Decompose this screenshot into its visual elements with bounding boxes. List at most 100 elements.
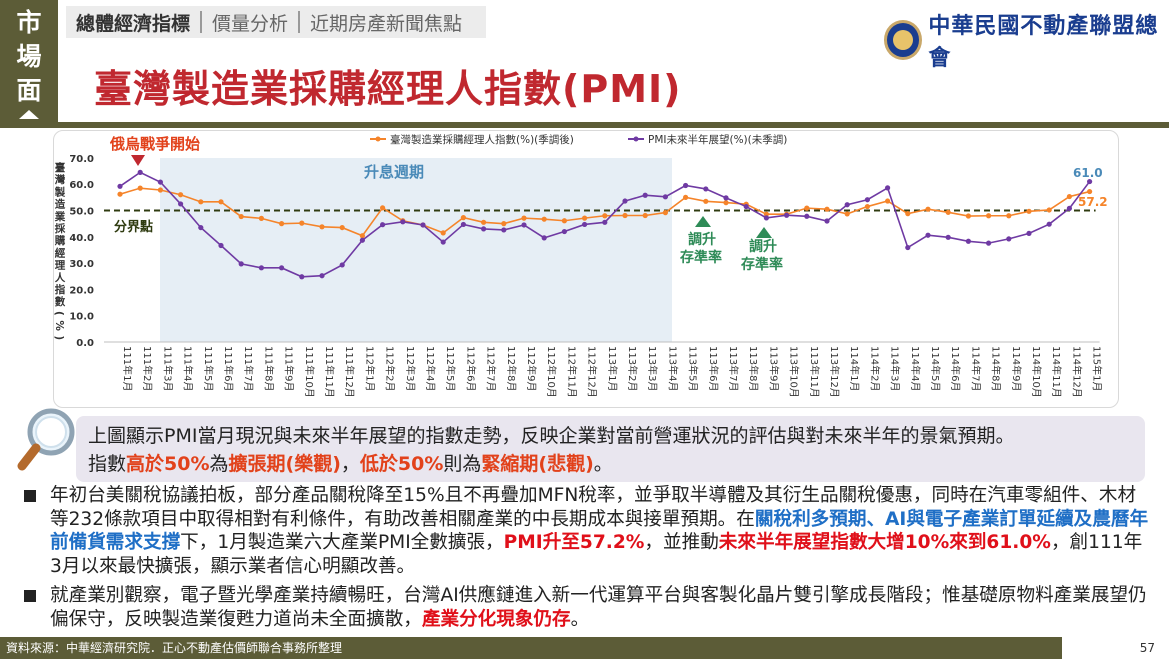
x-tick-label: 111年1月 [121, 346, 134, 391]
outlook-point [905, 244, 911, 251]
explanation-line-1: 上圖顯示PMI當月現況與未來半年展望的指數走勢，反映企業對當前營運狀況的評估與對… [88, 425, 1015, 447]
x-tick-label: 113年6月 [707, 346, 720, 391]
legend-marker [633, 136, 639, 142]
x-tick-label: 113年12月 [828, 346, 841, 398]
x-tick-label: 112年6月 [464, 346, 477, 391]
svg-text:人: 人 [55, 271, 66, 284]
end-label-pmi: 57.2 [1078, 195, 1108, 209]
outlook-point [945, 234, 951, 240]
outlook-point [238, 261, 244, 267]
pmi-point [218, 199, 224, 205]
pmi-point [1066, 193, 1072, 200]
x-tick-label: 111年6月 [222, 346, 235, 391]
pmi-point [844, 211, 850, 217]
pmi-chart: 升息週期 俄烏戰爭開始 分界點 70.0 60.0 50.0 40.0 30.0 20.0… [53, 130, 1119, 408]
x-tick-label: 114年3月 [889, 346, 902, 391]
bullet-item: 年初台美關稅協議拍板，部分產品關稅降至15%且不再疊加MFN稅率，並爭取半導體及… [22, 484, 1150, 578]
y-tick-label: 70.0 [69, 154, 94, 165]
y-tick-label: 10.0 [69, 312, 94, 323]
pmi-point [460, 215, 466, 221]
reserve-marker-icon [756, 227, 772, 238]
x-tick-label: 112年11月 [565, 346, 578, 398]
y-tick-label: 0.0 [76, 338, 94, 349]
y-tick-label: 60.0 [69, 180, 94, 191]
contraction-threshold: 低於50% [359, 453, 444, 475]
svg-text:數: 數 [55, 295, 66, 308]
x-tick-label: 111年10月 [303, 346, 316, 398]
x-tick-label: 113年8月 [747, 346, 760, 391]
pmi-point [359, 233, 365, 239]
outlook-point [642, 192, 648, 198]
pmi-point [1006, 213, 1012, 219]
x-tick-label: 111年7月 [242, 346, 255, 391]
war-marker-icon [131, 155, 145, 166]
x-tick-label: 111年5月 [202, 346, 215, 391]
pmi-point [662, 210, 669, 216]
pmi-point [178, 192, 184, 198]
end-label-outlook: 61.0 [1073, 166, 1103, 180]
outlook-point [541, 235, 547, 241]
pmi-point [1026, 208, 1032, 214]
x-tick-label: 113年9月 [767, 346, 780, 391]
x-tick-label: 113年3月 [646, 346, 659, 391]
outlook-point [1006, 236, 1012, 242]
outlook-point [440, 239, 446, 245]
svg-text:指: 指 [55, 283, 66, 296]
pmi-point [945, 209, 951, 215]
x-tick-label: 114年7月 [969, 346, 982, 391]
pmi-point [905, 211, 911, 217]
reserve-annotation-2b: 存準率 [741, 256, 783, 273]
svg-text:業: 業 [54, 210, 66, 223]
pmi-point [602, 213, 608, 219]
x-tick-label: 114年11月 [1050, 346, 1063, 398]
svg-text:造: 造 [55, 198, 66, 211]
pmi-point [1046, 207, 1052, 213]
outlook-point [986, 240, 992, 246]
x-tick-label: 111年4月 [182, 346, 195, 391]
y-tick-label: 40.0 [69, 233, 94, 244]
magnifier-icon [17, 408, 75, 471]
legend-marker [375, 136, 381, 142]
x-tick-label: 113年11月 [808, 346, 821, 398]
bullet-item: 就產業別觀察，電子暨光學產業持續暢旺，台灣AI供應鏈進入新一代運算平台與客製化晶… [22, 584, 1150, 631]
outlook-point [157, 179, 163, 185]
outlook-point [117, 183, 123, 189]
x-tick-label: 114年1月 [848, 346, 861, 391]
pmi-point [198, 199, 204, 205]
pmi-point [279, 221, 285, 227]
outlook-point [582, 221, 588, 228]
outlook-point [258, 265, 264, 271]
y-tick-label: 30.0 [69, 259, 94, 270]
explanation-line-2: 指數高於50%為擴張期(樂觀)，低於50%則為緊縮期(悲觀)。 [88, 453, 613, 475]
svg-text:經: 經 [55, 246, 66, 259]
tab-macro-indicators[interactable]: 總體經濟指標 [76, 12, 191, 35]
svg-text:製: 製 [54, 185, 66, 198]
tab-price-volume[interactable]: 價量分析 [212, 12, 289, 35]
outlook-point [925, 232, 931, 238]
pmi-point [622, 212, 628, 219]
x-tick-label: 113年5月 [687, 346, 700, 391]
outlook-point [602, 219, 608, 225]
pmi-point [258, 215, 264, 221]
svg-text:理: 理 [55, 260, 66, 272]
pmi-point [440, 230, 446, 236]
y-tick-label: 20.0 [69, 285, 94, 296]
svg-text:%: % [54, 320, 65, 331]
outlook-point [460, 221, 466, 228]
outlook-point [784, 212, 790, 218]
pmi-point [703, 198, 709, 204]
nav-separator [200, 11, 203, 33]
tab-real-estate-news[interactable]: 近期房產新聞焦點 [310, 12, 463, 35]
outlook-point [319, 273, 325, 279]
section-nav: 總體經濟指標 價量分析 近期房產新聞焦點 [66, 6, 487, 38]
header-divider [0, 122, 1169, 128]
x-tick-label: 113年2月 [626, 346, 639, 391]
outlook-point [359, 237, 365, 243]
outlook-point [339, 262, 345, 268]
x-tick-label: 112年10月 [545, 346, 558, 398]
outlook-point [137, 169, 143, 175]
pmi-point [238, 213, 244, 220]
highlight-red: PMI升至57.2% [503, 532, 645, 553]
x-tick-label: 112年1月 [363, 346, 376, 391]
outlook-point [218, 242, 224, 249]
